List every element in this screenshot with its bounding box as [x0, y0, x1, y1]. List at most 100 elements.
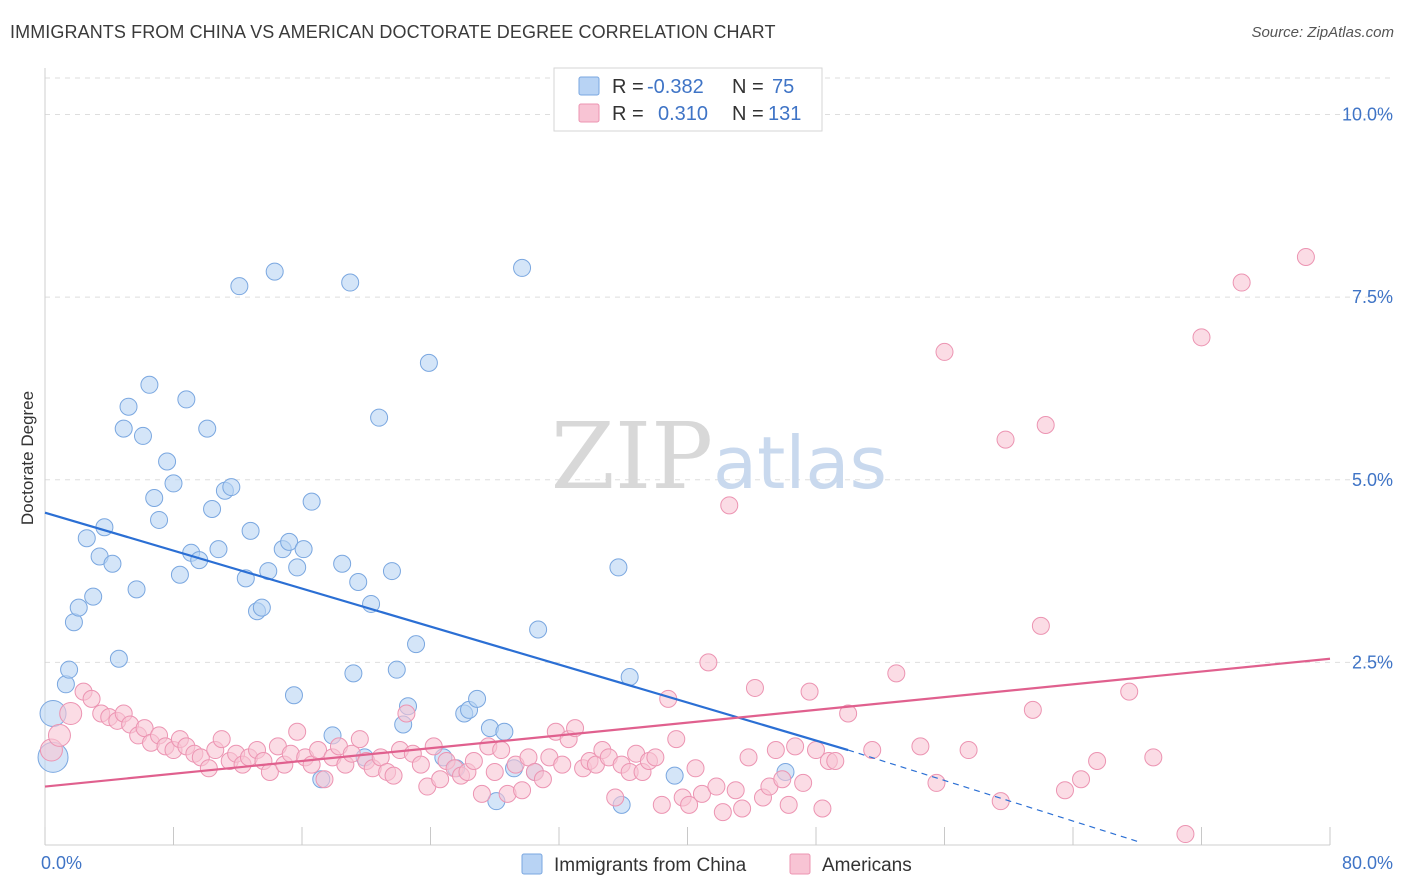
watermark: ZIP atlas — [551, 403, 887, 510]
point-americans — [927, 773, 946, 792]
chart-source: Source: ZipAtlas.com — [1251, 24, 1394, 41]
point-americans — [779, 795, 798, 814]
watermark-atlas: atlas — [713, 421, 887, 505]
point-americans — [773, 770, 792, 789]
point-americans — [47, 723, 71, 747]
point-americans — [839, 704, 858, 723]
point-americans — [826, 751, 845, 770]
point-china — [145, 489, 164, 508]
point-china — [302, 492, 321, 511]
point-china — [419, 353, 438, 372]
y-axis-label: Doctorate Degree — [18, 391, 37, 525]
legend-n-value-china: 75 — [772, 76, 794, 98]
point-china — [77, 529, 96, 548]
bottom-legend-swatch-china — [521, 853, 543, 875]
point-china — [241, 521, 260, 540]
point-americans — [411, 755, 430, 774]
point-china — [95, 518, 114, 537]
point-china — [198, 419, 217, 438]
point-americans — [766, 741, 785, 760]
point-china — [69, 598, 88, 617]
point-americans — [991, 792, 1010, 811]
point-china — [370, 408, 389, 427]
point-china — [382, 562, 401, 581]
point-china — [265, 262, 284, 281]
point-china — [203, 499, 222, 518]
legend-n-label-americans: N = — [732, 103, 764, 125]
point-china — [209, 540, 228, 559]
point-china — [333, 554, 352, 573]
point-china — [164, 474, 183, 493]
point-americans — [199, 759, 218, 778]
point-americans — [786, 737, 805, 756]
point-americans — [350, 730, 369, 749]
trend-lines — [44, 511, 1331, 842]
point-china — [495, 722, 514, 741]
point-americans — [733, 799, 752, 818]
point-americans — [1296, 247, 1315, 266]
legend-r-value-china: -0.382 — [647, 76, 704, 98]
point-americans — [713, 803, 732, 822]
trend-line-americans — [44, 657, 1331, 788]
point-china — [280, 532, 299, 551]
legend-swatch-china — [578, 76, 600, 96]
point-americans — [996, 430, 1015, 449]
point-americans — [431, 770, 450, 789]
point-china — [177, 390, 196, 409]
point-china — [84, 587, 103, 606]
point-americans — [863, 741, 882, 760]
point-china — [56, 675, 75, 694]
point-china — [387, 660, 406, 679]
bottom-legend-swatch-americans — [789, 853, 811, 875]
point-china — [150, 510, 169, 529]
point-china — [284, 686, 303, 705]
point-americans — [667, 730, 686, 749]
point-americans — [606, 788, 625, 807]
point-china — [127, 580, 146, 599]
bottom-legend-label-americans: Americans — [822, 855, 912, 876]
point-china — [468, 689, 487, 708]
point-china — [341, 273, 360, 292]
point-americans — [82, 689, 101, 708]
point-americans — [59, 702, 83, 726]
point-americans — [1055, 781, 1074, 800]
point-americans — [745, 678, 764, 697]
point-americans — [1031, 616, 1050, 635]
watermark-zip: ZIP — [551, 403, 713, 510]
x-tick-label: 80.0% — [1342, 853, 1393, 873]
correlation-legend: R = -0.382 N = 75 R = 0.310 N = 131 — [553, 67, 823, 132]
point-americans — [794, 773, 813, 792]
point-china — [119, 397, 138, 416]
point-americans — [533, 770, 552, 789]
point-china — [103, 554, 122, 573]
point-americans — [739, 748, 758, 767]
point-americans — [813, 799, 832, 818]
point-china — [665, 766, 684, 785]
x-tick-label: 0.0% — [41, 853, 82, 873]
point-americans — [800, 682, 819, 701]
point-americans — [212, 730, 231, 749]
point-americans — [680, 795, 699, 814]
point-americans — [397, 704, 416, 723]
point-americans — [1232, 273, 1251, 292]
point-americans — [513, 781, 532, 800]
tick-labels: 2.5% 5.0% 7.5% 10.0% 0.0% 80.0% — [41, 105, 1393, 873]
legend-swatch-americans — [578, 103, 600, 123]
legend-r-label-americans: R = — [612, 103, 644, 125]
point-americans — [485, 762, 504, 781]
point-china — [609, 558, 628, 577]
point-americans — [1023, 700, 1042, 719]
point-americans — [1144, 748, 1163, 767]
y-tick-label: 2.5% — [1352, 652, 1393, 672]
point-americans — [1088, 751, 1107, 770]
bottom-legend-label-china: Immigrants from China — [554, 855, 747, 876]
chart-title: IMMIGRANTS FROM CHINA VS AMERICAN DOCTOR… — [10, 22, 776, 42]
point-americans — [652, 795, 671, 814]
point-americans — [935, 342, 954, 361]
point-americans — [726, 781, 745, 800]
point-americans — [553, 755, 572, 774]
point-americans — [699, 653, 718, 672]
point-china — [60, 660, 79, 679]
trend-line-china — [44, 511, 849, 752]
point-china — [349, 573, 368, 592]
